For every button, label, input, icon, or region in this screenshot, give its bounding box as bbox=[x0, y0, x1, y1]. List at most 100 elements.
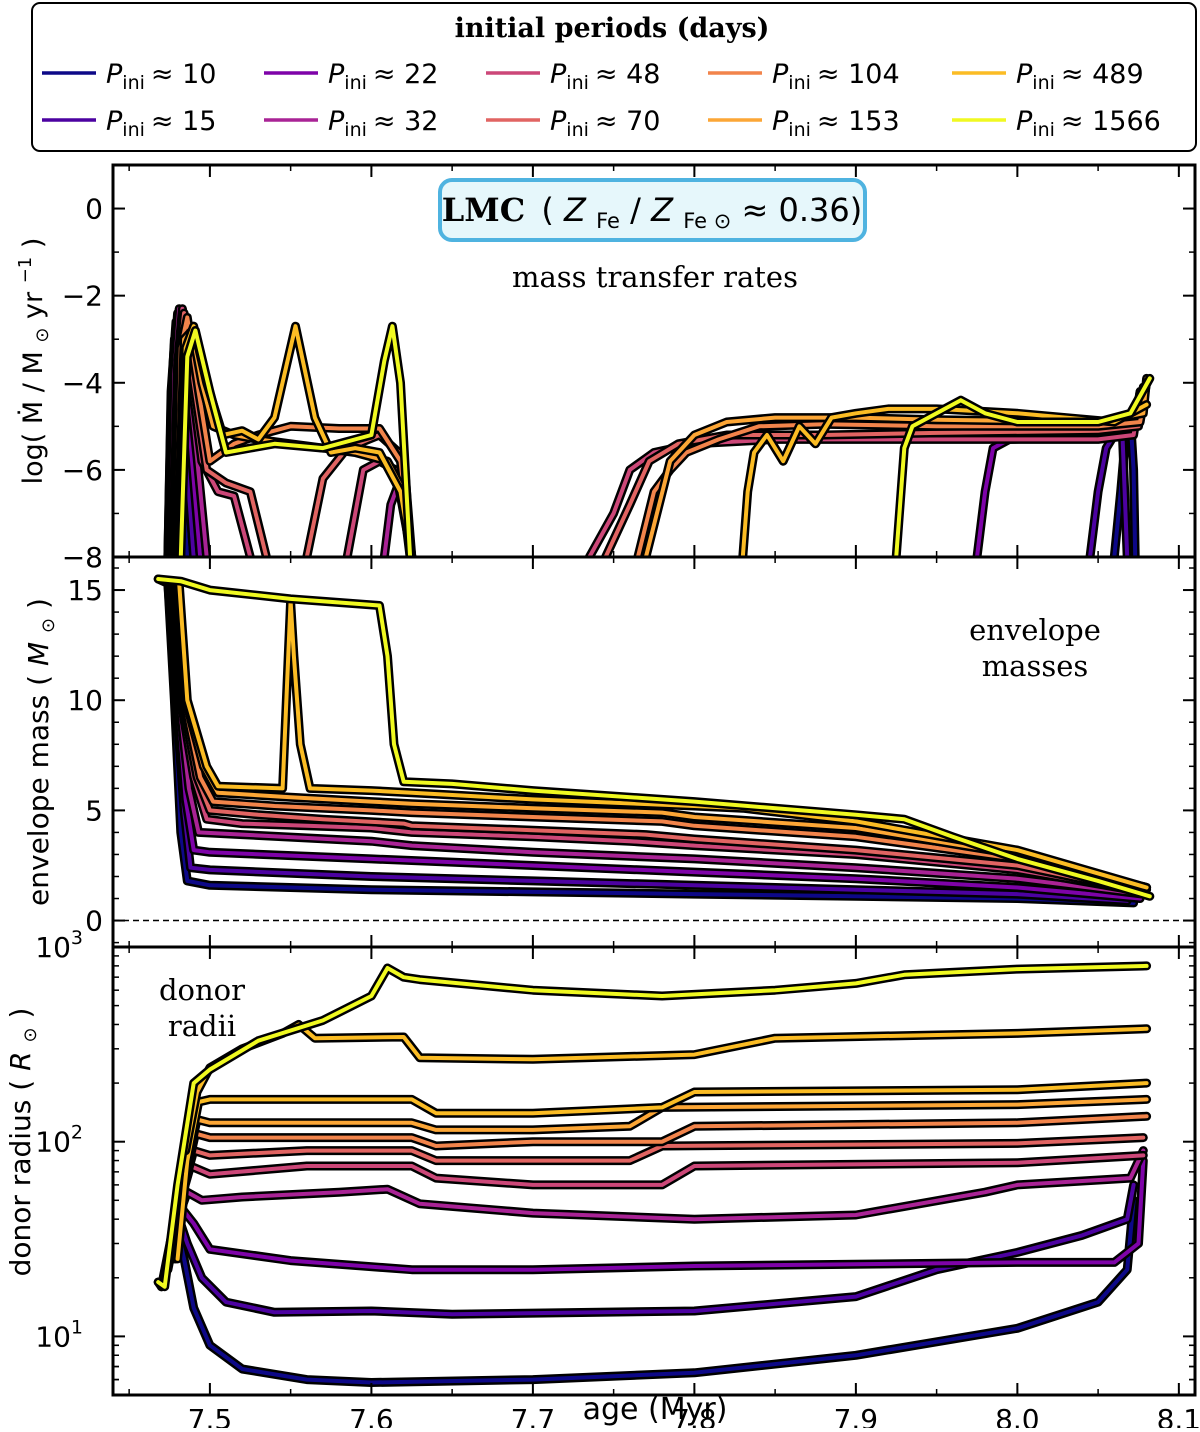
legend-label-1566: Pini ≈ 1566 bbox=[1016, 106, 1161, 141]
legend-label-48: Pini ≈ 48 bbox=[550, 59, 660, 94]
legend-label-22: Pini ≈ 22 bbox=[328, 59, 438, 94]
legend-approx: ≈ bbox=[595, 106, 626, 137]
series-line-2-3-0 bbox=[165, 1148, 1146, 1272]
legend-subscript: ini bbox=[344, 119, 367, 141]
legend-value: 1566 bbox=[1092, 106, 1161, 137]
envelope-mass-ylabel: envelope mass ( M ⊙ ) bbox=[22, 598, 61, 906]
y-tick-label: 103 bbox=[35, 927, 83, 964]
panel-mass-transfer: 0 −2 −4 −6 −8 mass transfer rates LMC ( Z Fe… bbox=[15, 163, 1197, 574]
env-ylabel-part-text: envelope mass ( bbox=[22, 675, 55, 906]
legend-symbol: P bbox=[772, 106, 789, 137]
badge-part-fe1: Fe bbox=[596, 209, 620, 233]
x-axis-label: age (Myr) bbox=[583, 1392, 728, 1427]
rad-ylabel-part-sun: ⊙ bbox=[20, 1027, 41, 1042]
legend-subscript: ini bbox=[566, 119, 589, 141]
series-line-0-9-0 bbox=[178, 324, 413, 557]
donor-radius-annotation: donor radii bbox=[159, 973, 245, 1043]
metallicity-badge: LMC ( Z Fe / Z Fe ⊙ ≈ 0.36) bbox=[438, 178, 867, 242]
axes-frame-2 bbox=[111, 945, 1197, 1397]
badge-name: LMC bbox=[442, 191, 525, 229]
series-line-2-9-0 bbox=[156, 963, 1149, 1289]
legend-subscript: ini bbox=[1032, 72, 1055, 94]
y-tick-label: 15 bbox=[67, 574, 103, 607]
series-line-2-5-0 bbox=[170, 1135, 1146, 1261]
legend-symbol: P bbox=[550, 106, 567, 137]
series-outline-2-0-0 bbox=[153, 1195, 1139, 1387]
legend-value: 489 bbox=[1092, 59, 1144, 90]
y-tick-exponent: 2 bbox=[71, 1122, 83, 1144]
y-tick-label: 0 bbox=[85, 193, 103, 226]
envelope-mass-annotation: envelope masses bbox=[969, 613, 1101, 683]
x-tick-label: 7.8 bbox=[672, 1403, 717, 1428]
series-outline-2-8-0 bbox=[173, 1078, 1152, 1264]
donor-radius-axes: 7.5 7.6 7.7 7.8 7.9 8.0 8.1 101 102 103 bbox=[35, 927, 1200, 1432]
legend-symbol: P bbox=[550, 59, 567, 90]
x-tick-label: 7.7 bbox=[511, 1403, 556, 1428]
legend-label-104: Pini ≈ 104 bbox=[772, 59, 900, 94]
metallicity-badge-box bbox=[438, 178, 867, 242]
series-line-1-6-0 bbox=[174, 581, 1149, 892]
mass-transfer-annotation: mass transfer rates bbox=[512, 260, 798, 294]
annotation-line: envelope bbox=[969, 613, 1101, 647]
legend-label-15: Pini ≈ 15 bbox=[106, 106, 216, 141]
metallicity-badge-text: LMC ( Z Fe / Z Fe ⊙ ≈ 0.36) bbox=[442, 191, 862, 236]
legend-symbol: P bbox=[328, 106, 345, 137]
donor-radius-ylabel: donor radius ( R ⊙ ) bbox=[4, 1008, 43, 1277]
legend-approx: ≈ bbox=[817, 59, 848, 90]
legend-approx: ≈ bbox=[151, 59, 182, 90]
ylabel-part-close: ) bbox=[18, 238, 49, 249]
badge-part-value: ≈ 0.36) bbox=[741, 191, 862, 229]
series-line-1-9-0 bbox=[156, 577, 1152, 899]
env-ylabel-part-m: M bbox=[22, 642, 55, 666]
y-tick-label: −8 bbox=[62, 541, 103, 574]
rad-ylabel-part-close: ) bbox=[4, 1008, 37, 1019]
y-tick-label: 5 bbox=[85, 794, 103, 827]
y-tick-label: −4 bbox=[62, 367, 103, 400]
legend-label-489: Pini ≈ 489 bbox=[1016, 59, 1144, 94]
legend-label-10: Pini ≈ 10 bbox=[106, 59, 216, 94]
ylabel-part-exp: −1 bbox=[15, 257, 36, 284]
badge-part-slash: / bbox=[630, 191, 641, 229]
legend-value: 22 bbox=[404, 59, 438, 90]
badge-part-fe2: Fe ⊙ bbox=[683, 209, 731, 233]
series-line-0-4-2 bbox=[587, 389, 1143, 557]
legend-approx: ≈ bbox=[595, 59, 626, 90]
legend-value: 153 bbox=[848, 106, 900, 137]
badge-part-z2: Z bbox=[650, 191, 674, 229]
ylabel-part-yr: yr bbox=[18, 291, 49, 319]
y-tick-exponent: 1 bbox=[71, 1316, 83, 1338]
panel-donor-radius: 7.5 7.6 7.7 7.8 7.9 8.0 8.1 101 102 103 donor radi… bbox=[4, 927, 1200, 1432]
legend-subscript: ini bbox=[788, 72, 811, 94]
legend-subscript: ini bbox=[788, 119, 811, 141]
rad-ylabel-part-r: R bbox=[4, 1051, 37, 1070]
legend-value: 70 bbox=[626, 106, 660, 137]
x-tick-label: 7.6 bbox=[349, 1403, 394, 1428]
env-ylabel-part-close: ) bbox=[22, 598, 55, 609]
legend-value: 32 bbox=[404, 106, 438, 137]
series-outline-2-5-0 bbox=[168, 1133, 1148, 1264]
legend-symbol: P bbox=[772, 59, 789, 90]
legend-label-70: Pini ≈ 70 bbox=[550, 106, 660, 141]
ylabel-part-msun: / M bbox=[18, 351, 49, 392]
series-line-0-8-1 bbox=[740, 402, 1149, 557]
legend-subscript: ini bbox=[122, 119, 145, 141]
legend-symbol: P bbox=[106, 59, 123, 90]
legend-approx: ≈ bbox=[151, 106, 182, 137]
legend-symbol: P bbox=[1016, 59, 1033, 90]
legend-approx: ≈ bbox=[373, 106, 404, 137]
y-tick-label: 101 bbox=[35, 1316, 83, 1353]
annotation-line: radii bbox=[168, 1009, 236, 1043]
ylabel-part-log: log( bbox=[18, 433, 49, 485]
series-line-0-9-1 bbox=[894, 376, 1152, 557]
legend-label-153: Pini ≈ 153 bbox=[772, 106, 900, 141]
y-tick-label: 10 bbox=[67, 684, 103, 717]
panel-envelope-mass: 0 5 10 15 envelope masses envelope mass ( M … bbox=[22, 555, 1197, 949]
legend-entries: Pini ≈ 10 Pini ≈ 15 Pini ≈ 22 Pini ≈ 32 Pini ≈ 48… bbox=[42, 59, 1161, 141]
legend-label-32: Pini ≈ 32 bbox=[328, 106, 438, 141]
x-tick-label: 8.0 bbox=[995, 1403, 1040, 1428]
series-outline-2-4-0 bbox=[166, 1150, 1148, 1264]
y-tick-label: −6 bbox=[62, 454, 103, 487]
x-tick-label: 8.1 bbox=[1157, 1403, 1200, 1428]
series-line-2-0-0 bbox=[156, 1198, 1136, 1385]
y-tick-label: 0 bbox=[85, 905, 103, 938]
